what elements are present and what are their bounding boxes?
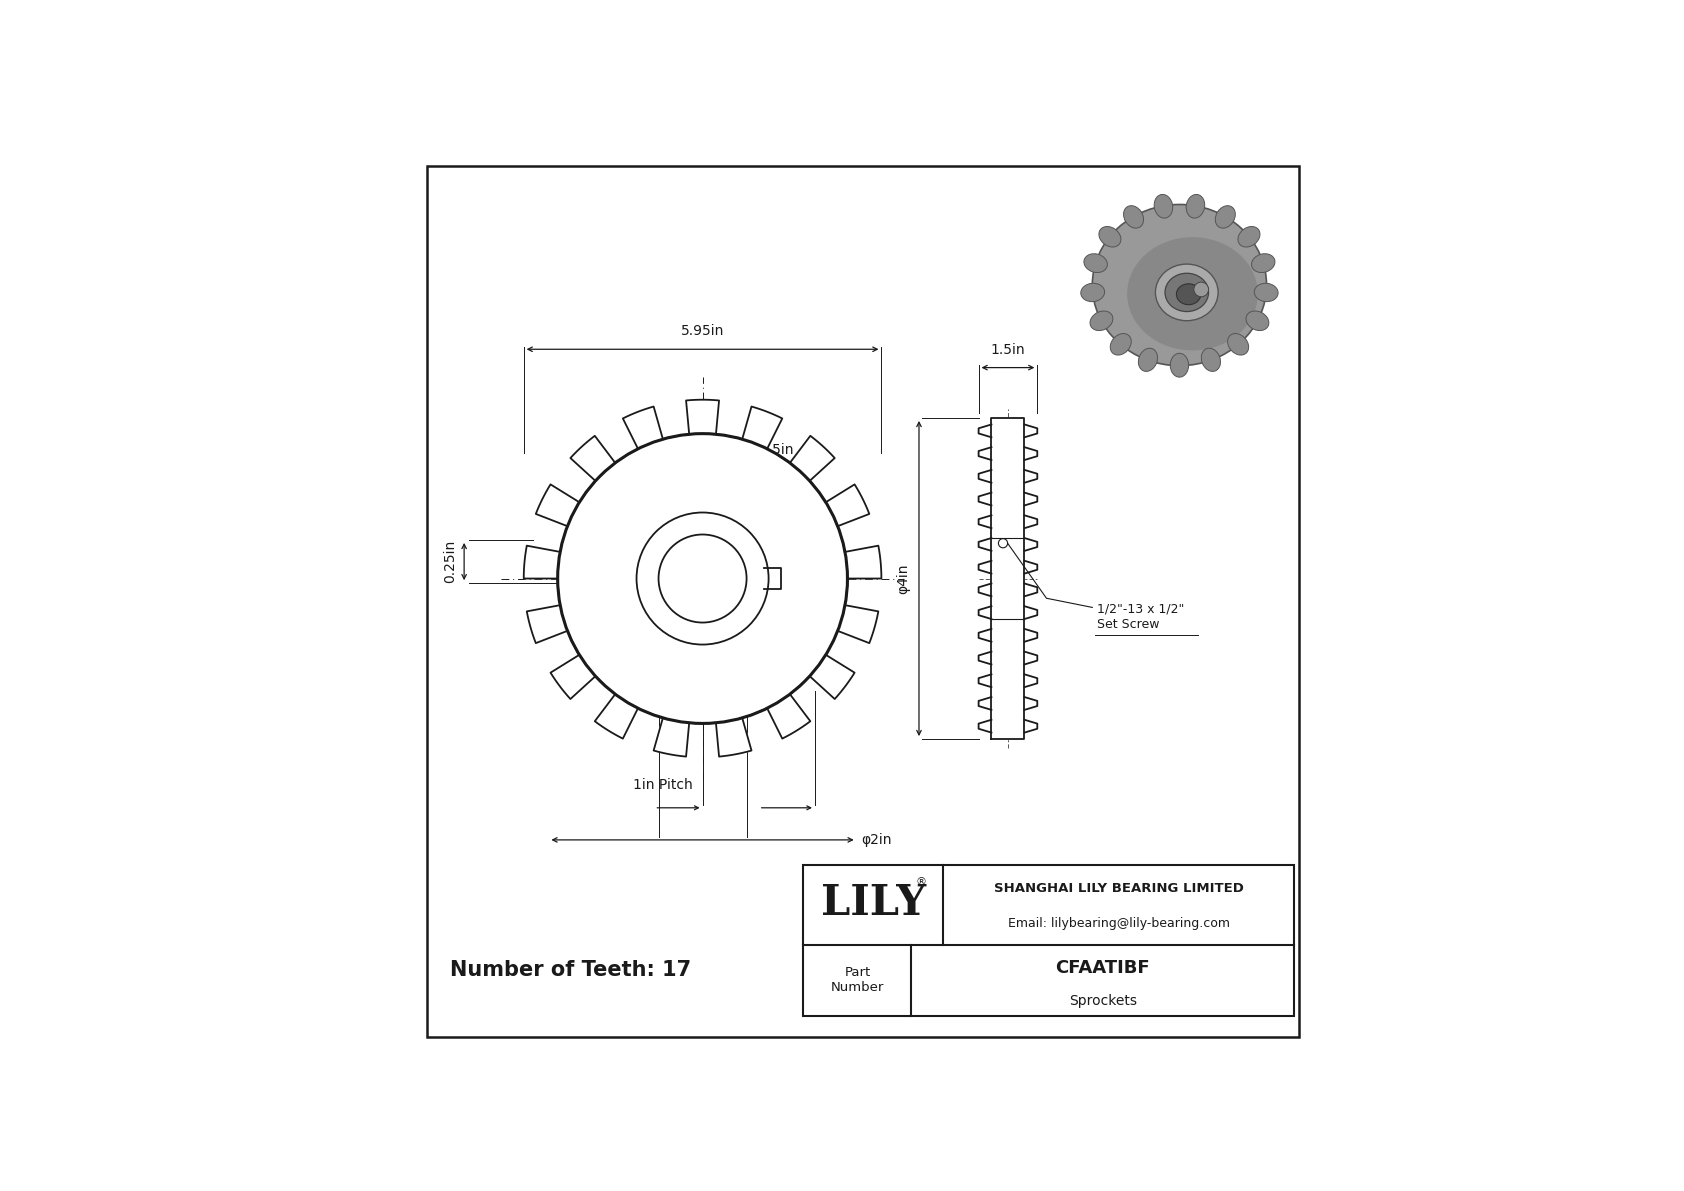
Ellipse shape: [1138, 348, 1157, 372]
Text: 1.5in: 1.5in: [990, 343, 1026, 356]
Ellipse shape: [1255, 283, 1278, 301]
Text: 0.25in: 0.25in: [443, 540, 456, 584]
Ellipse shape: [1127, 237, 1258, 350]
Ellipse shape: [1165, 273, 1209, 312]
Text: Number of Teeth: 17: Number of Teeth: 17: [450, 960, 692, 980]
Text: Email: lilybearing@lily-bearing.com: Email: lilybearing@lily-bearing.com: [1007, 917, 1229, 930]
Circle shape: [1194, 282, 1209, 297]
Text: SHANGHAI LILY BEARING LIMITED: SHANGHAI LILY BEARING LIMITED: [994, 883, 1243, 896]
Text: ®: ®: [916, 877, 926, 887]
Ellipse shape: [1093, 205, 1266, 366]
Ellipse shape: [1228, 333, 1248, 355]
Text: Sprockets: Sprockets: [1069, 993, 1137, 1008]
Ellipse shape: [1100, 226, 1122, 247]
Ellipse shape: [1251, 254, 1275, 273]
Circle shape: [658, 535, 746, 623]
Bar: [803, 865, 1293, 1016]
Ellipse shape: [1177, 283, 1201, 305]
Text: Part
Number: Part Number: [830, 966, 884, 994]
Polygon shape: [524, 400, 881, 756]
Text: φ2in: φ2in: [861, 833, 893, 847]
Text: 1in Pitch: 1in Pitch: [633, 779, 692, 792]
Text: LILY: LILY: [820, 883, 926, 924]
Ellipse shape: [1170, 354, 1189, 378]
Text: 5.95in: 5.95in: [680, 324, 724, 338]
Ellipse shape: [1246, 311, 1268, 331]
Ellipse shape: [1154, 194, 1172, 218]
Text: φ4in: φ4in: [896, 563, 909, 594]
Ellipse shape: [1123, 206, 1143, 229]
Ellipse shape: [1201, 348, 1221, 372]
Ellipse shape: [1081, 283, 1105, 301]
Text: 0.5in: 0.5in: [759, 443, 793, 457]
Text: 1/2"-13 x 1/2"
Set Screw: 1/2"-13 x 1/2" Set Screw: [1096, 603, 1184, 631]
Ellipse shape: [1186, 194, 1204, 218]
Ellipse shape: [1090, 311, 1113, 331]
Ellipse shape: [1216, 206, 1236, 229]
Ellipse shape: [1110, 333, 1132, 355]
Ellipse shape: [1084, 254, 1108, 273]
Polygon shape: [992, 418, 1024, 738]
Ellipse shape: [1238, 226, 1260, 247]
Ellipse shape: [1155, 264, 1218, 320]
Circle shape: [637, 512, 768, 644]
Text: CFAATIBF: CFAATIBF: [1056, 959, 1150, 977]
